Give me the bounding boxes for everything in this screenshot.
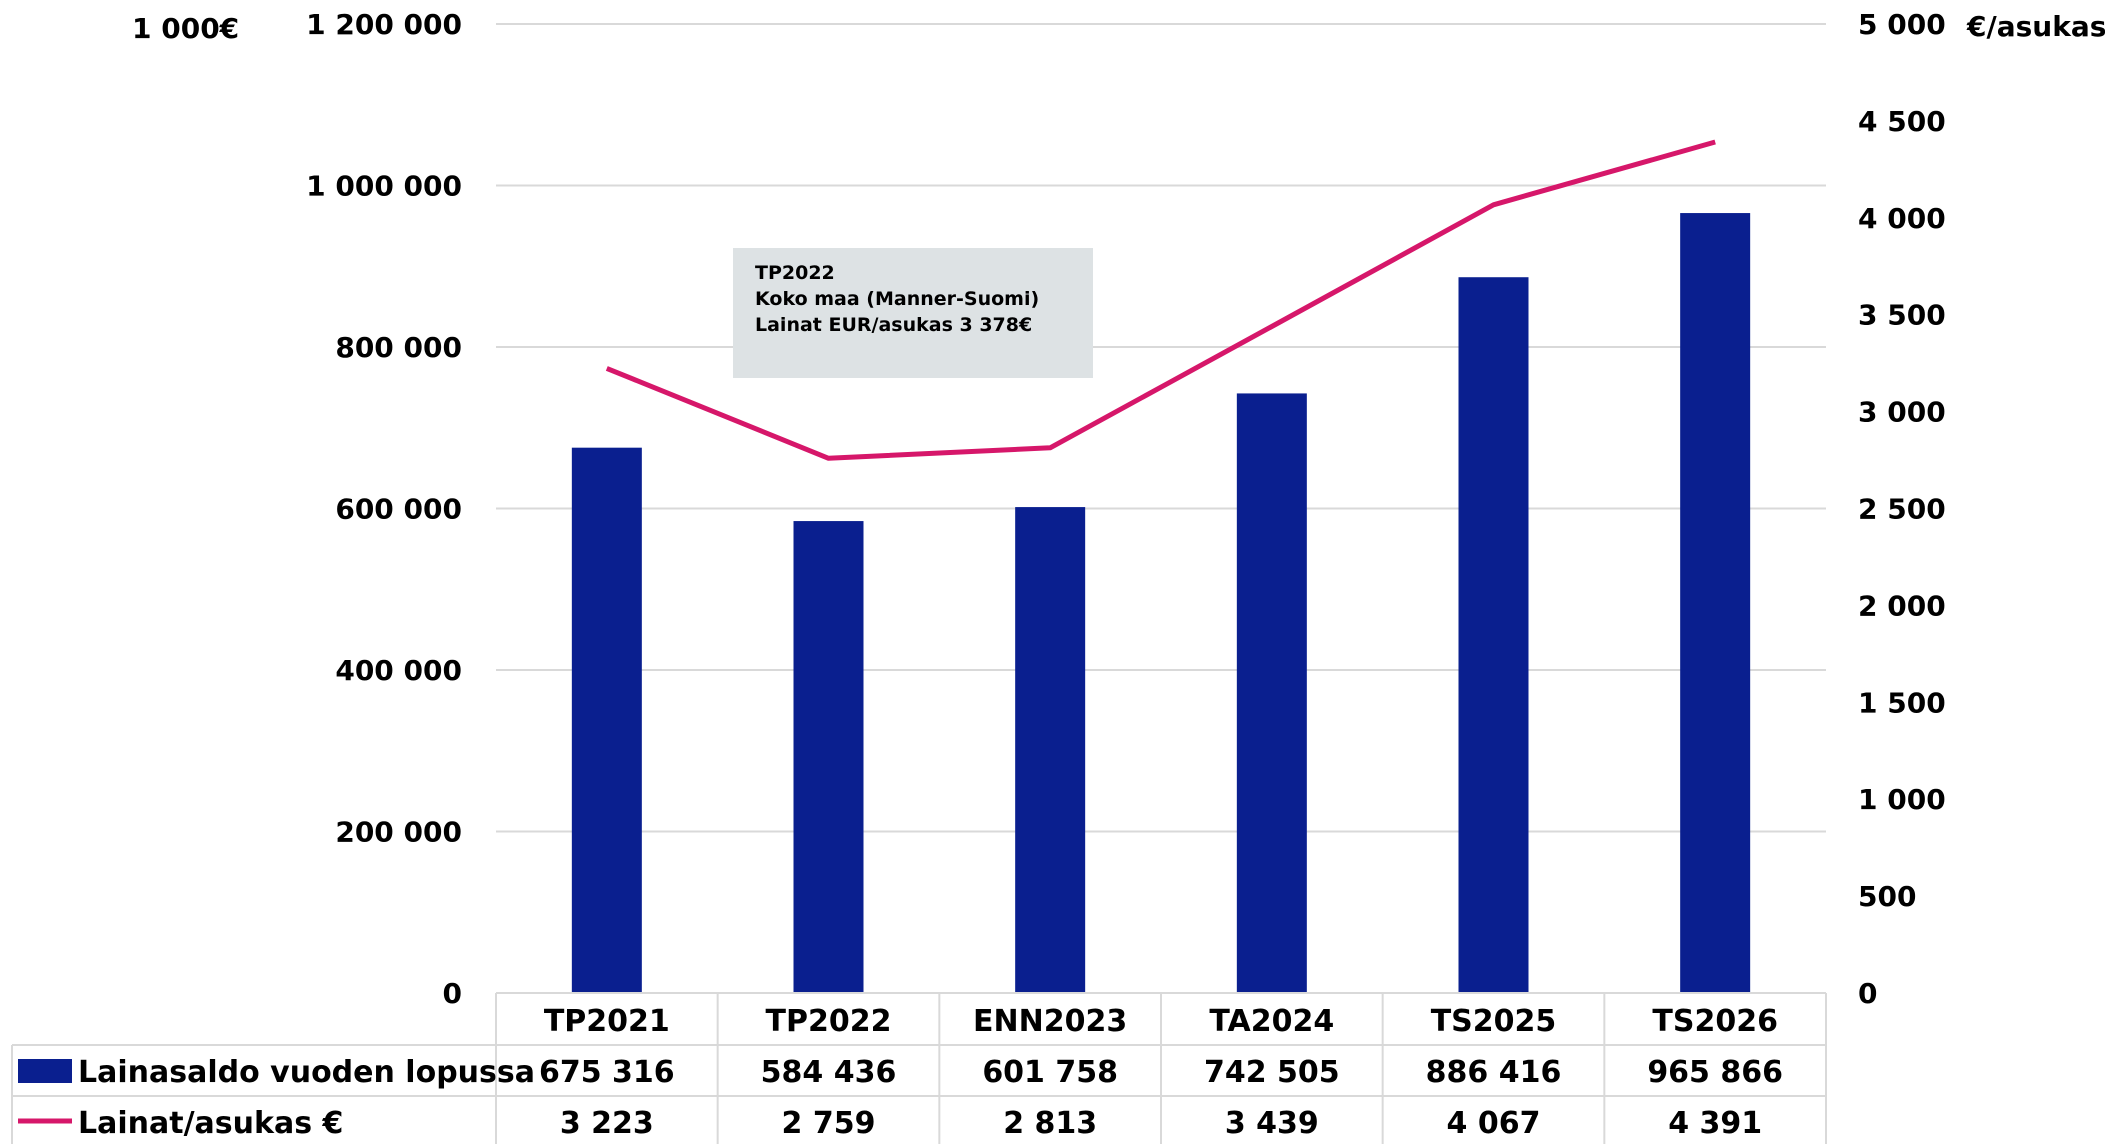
y-right-tick-label: 3 000 bbox=[1858, 396, 1946, 429]
data-label-line: 4 067 bbox=[1447, 1106, 1541, 1141]
data-label-bar: 886 416 bbox=[1426, 1055, 1562, 1090]
annotation-line-3: Lainat EUR/asukas 3 378€ bbox=[755, 316, 1032, 335]
x-category-label: TS2025 bbox=[1431, 1004, 1557, 1039]
data-label-bar: 584 436 bbox=[761, 1055, 897, 1090]
bar bbox=[794, 521, 864, 993]
y-left-tick-label: 800 000 bbox=[335, 331, 462, 364]
y-right-tick-label: 0 bbox=[1858, 977, 1877, 1010]
x-category-label: TP2021 bbox=[544, 1004, 670, 1039]
bar bbox=[1680, 213, 1750, 993]
y-right-tick-label: 4 000 bbox=[1858, 202, 1946, 235]
bar bbox=[1015, 507, 1085, 993]
x-category-label: ENN2023 bbox=[973, 1004, 1127, 1039]
bar bbox=[1459, 277, 1529, 993]
y-left-tick-label: 400 000 bbox=[335, 654, 462, 687]
y-left-tick-label: 600 000 bbox=[335, 493, 462, 526]
y-right-tick-label: 4 500 bbox=[1858, 105, 1946, 138]
data-label-line: 3 223 bbox=[560, 1106, 654, 1141]
y-left-tick-label: 200 000 bbox=[335, 816, 462, 849]
y-right-tick-label: 2 000 bbox=[1858, 589, 1946, 622]
y-right-tick-label: 5 000 bbox=[1858, 8, 1946, 41]
data-label-bar: 965 866 bbox=[1647, 1055, 1783, 1090]
x-category-label: TA2024 bbox=[1209, 1004, 1334, 1039]
y-right-tick-label: 1 500 bbox=[1858, 686, 1946, 719]
data-label-line: 3 439 bbox=[1225, 1106, 1319, 1141]
y-right-tick-label: 1 000 bbox=[1858, 783, 1946, 816]
data-label-line: 2 813 bbox=[1003, 1106, 1097, 1141]
data-label-bar: 601 758 bbox=[982, 1055, 1118, 1090]
data-label-bar: 675 316 bbox=[539, 1055, 675, 1090]
annotation-line-2: Koko maa (Manner-Suomi) bbox=[755, 290, 1039, 309]
legend-label-bar: Lainasaldo vuoden lopussa bbox=[78, 1055, 535, 1090]
y-left-tick-label: 1 200 000 bbox=[306, 8, 462, 41]
y-right-tick-label: 2 500 bbox=[1858, 493, 1946, 526]
y-right-tick-label: 500 bbox=[1858, 880, 1916, 913]
bar bbox=[572, 448, 642, 993]
legend-label-line: Lainat/asukas € bbox=[78, 1106, 343, 1141]
x-category-label: TS2026 bbox=[1652, 1004, 1778, 1039]
legend-key-bar bbox=[18, 1059, 72, 1083]
data-label-line: 2 759 bbox=[782, 1106, 876, 1141]
y-left-tick-label: 0 bbox=[443, 977, 462, 1010]
y-left-tick-label: 1 000 000 bbox=[306, 170, 462, 203]
annotation-line-1: TP2022 bbox=[755, 264, 835, 283]
data-label-bar: 742 505 bbox=[1204, 1055, 1340, 1090]
x-category-label: TP2022 bbox=[766, 1004, 892, 1039]
bar bbox=[1237, 393, 1307, 993]
data-label-line: 4 391 bbox=[1668, 1106, 1762, 1141]
y-right-tick-label: 3 500 bbox=[1858, 299, 1946, 332]
annotation-box: TP2022 Koko maa (Manner-Suomi) Lainat EU… bbox=[733, 248, 1093, 378]
